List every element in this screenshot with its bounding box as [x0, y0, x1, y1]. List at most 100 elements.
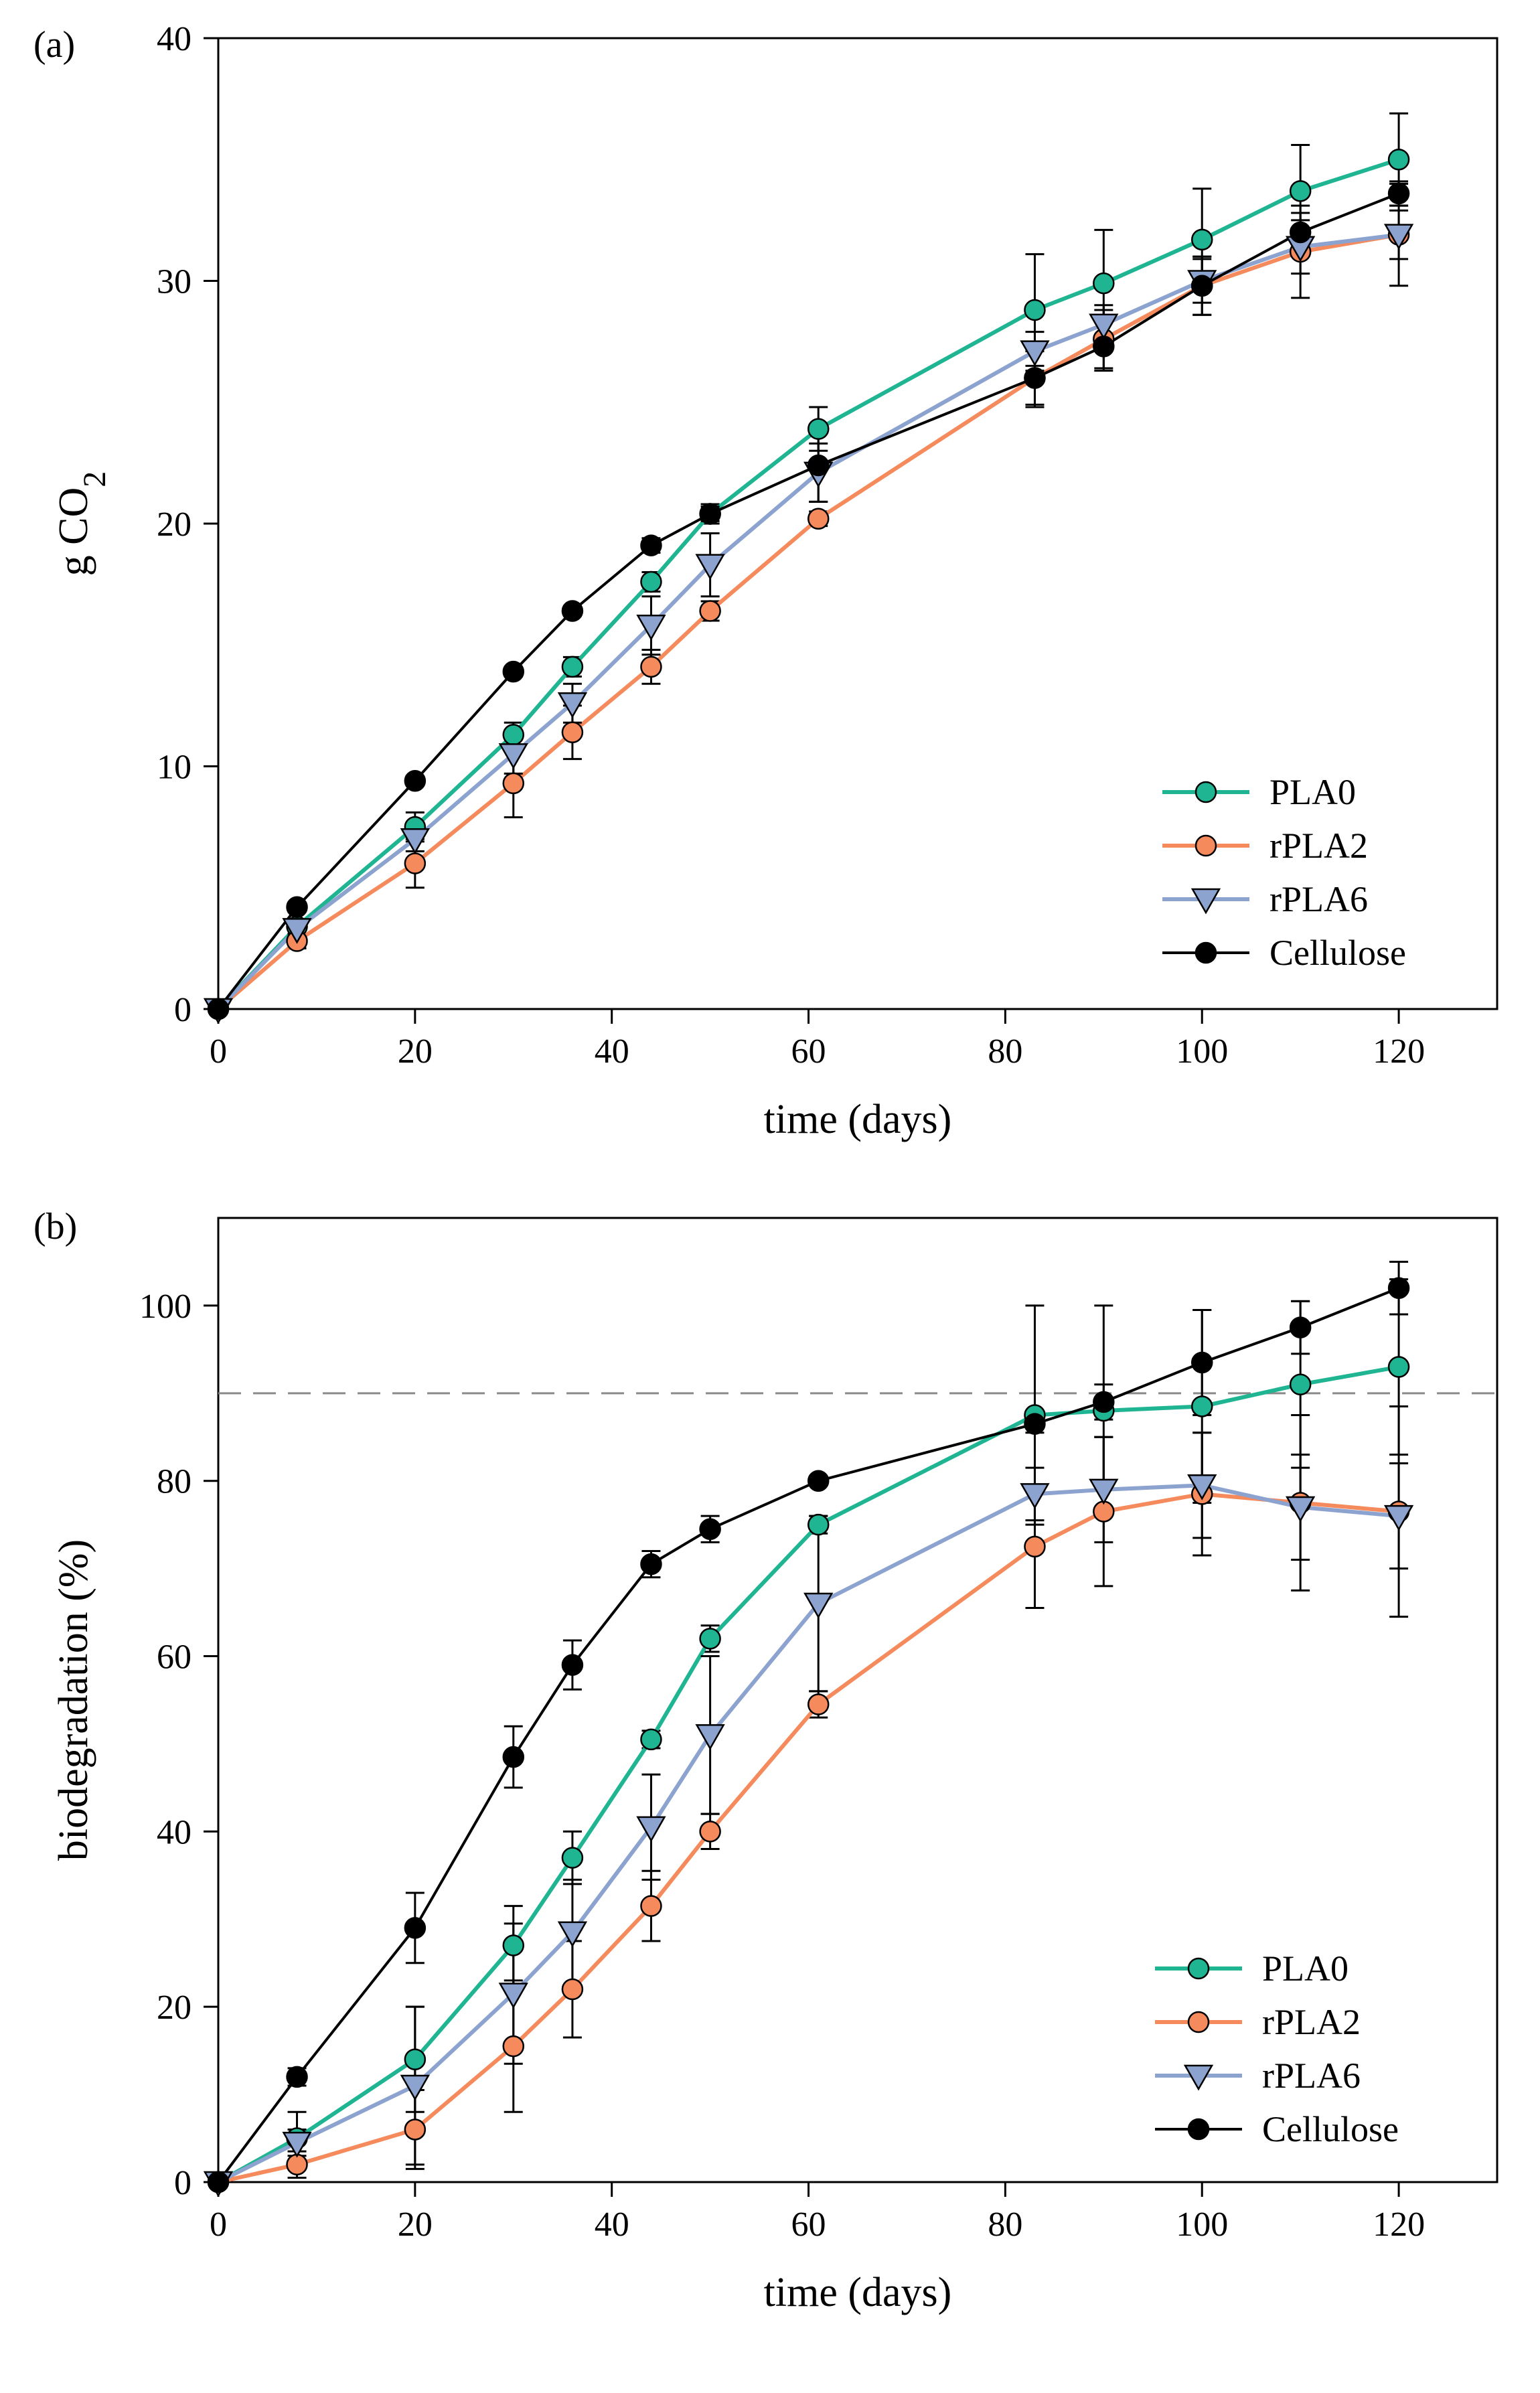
y-tick-label: 100: [139, 1288, 191, 1326]
x-axis-label: time (days): [764, 2270, 952, 2315]
panel-b: (b) 0 20 40 60 80 100 120 0 20 40 60 80 100 time (days…: [33, 1206, 1498, 2315]
legend-marker-rpla2: [1195, 834, 1217, 857]
data-point-cellulose: [404, 1917, 427, 1939]
data-point-cellulose: [807, 1470, 830, 1492]
legend-marker-rpla6: [1183, 2064, 1214, 2091]
data-point-pla0: [1024, 299, 1046, 321]
data-point-cellulose: [1024, 1413, 1046, 1435]
data-point-rpla6: [695, 554, 725, 581]
data-point-cellulose: [699, 503, 721, 525]
data-point-rpla2: [807, 1693, 830, 1715]
data-point-pla0: [807, 1513, 830, 1536]
data-point-pla0: [640, 570, 662, 593]
y-axis-label-subscript: 2: [77, 471, 112, 487]
data-point-pla0: [502, 724, 525, 746]
legend-label-rpla6: rPLA6: [1269, 879, 1368, 919]
data-point-pla0: [561, 1847, 584, 1869]
y-tick-label: 20: [157, 506, 191, 544]
data-point-rpla6: [695, 1724, 725, 1750]
data-point-rpla6: [1383, 224, 1414, 250]
data-point-rpla6: [1020, 340, 1050, 367]
data-point-rpla6: [1285, 1496, 1316, 1523]
data-point-pla0: [1387, 1356, 1410, 1378]
data-point-cellulose: [207, 2171, 230, 2193]
data-point-rpla2: [1024, 1535, 1046, 1558]
data-point-cellulose: [1024, 367, 1046, 389]
data-point-rpla2: [699, 600, 721, 622]
data-point-rpla2: [561, 1978, 584, 2001]
data-point-cellulose: [404, 770, 427, 792]
y-tick-label: 80: [157, 1463, 191, 1501]
x-tick-label: 40: [595, 2206, 629, 2244]
data-point-rpla6: [1383, 1504, 1414, 1531]
data-point-cellulose: [1387, 1277, 1410, 1299]
y-tick-label: 40: [157, 20, 191, 58]
data-point-pla0: [1387, 149, 1410, 171]
legend-marker-cellulose: [1187, 2118, 1210, 2141]
data-point-pla0: [807, 418, 830, 440]
y-tick-label: 0: [174, 991, 191, 1029]
y-tick-label: 20: [157, 1989, 191, 2027]
data-point-cellulose: [1093, 335, 1115, 358]
data-point-rpla6: [1089, 1478, 1119, 1505]
x-tick-label: 0: [210, 2206, 227, 2244]
data-point-rpla6: [636, 1816, 666, 1843]
x-tick-label: 100: [1176, 1032, 1228, 1071]
data-point-rpla2: [561, 721, 584, 743]
data-point-rpla6: [557, 1921, 588, 1948]
legend-marker-rpla2: [1187, 2011, 1210, 2033]
data-point-rpla2: [404, 852, 427, 874]
legend-label-rpla2: rPLA2: [1269, 826, 1368, 866]
data-point-pla0: [1093, 272, 1115, 295]
x-tick-label: 60: [791, 2206, 826, 2244]
data-point-rpla6: [498, 1983, 528, 2009]
data-point-pla0: [502, 1934, 525, 1956]
x-tick-label: 100: [1176, 2206, 1228, 2244]
data-point-pla0: [1289, 1373, 1312, 1395]
data-point-cellulose: [502, 660, 525, 683]
data-point-cellulose: [1190, 1351, 1213, 1374]
data-point-cellulose: [1289, 221, 1312, 244]
x-tick-label: 80: [988, 2206, 1022, 2244]
data-point-pla0: [1190, 1395, 1213, 1417]
data-point-cellulose: [640, 534, 662, 556]
data-point-cellulose: [502, 1746, 525, 1768]
y-tick-label: 60: [157, 1638, 191, 1677]
data-point-pla0: [1190, 228, 1213, 251]
x-tick-label: 40: [595, 1032, 629, 1071]
data-point-cellulose: [1387, 182, 1410, 205]
legend-label-pla0: PLA0: [1269, 772, 1356, 812]
data-point-pla0: [1289, 180, 1312, 202]
data-point-rpla6: [803, 1592, 834, 1619]
data-point-rpla2: [404, 2118, 427, 2141]
legend-label-rpla6: rPLA6: [1262, 2056, 1361, 2096]
legend-marker-pla0: [1187, 1957, 1210, 1980]
data-point-rpla6: [282, 2131, 312, 2158]
x-tick-label: 120: [1373, 2206, 1425, 2244]
panel-label: (a): [33, 24, 75, 66]
plot-frame: [217, 1217, 1498, 2183]
data-point-rpla6: [636, 615, 666, 641]
data-point-rpla2: [502, 772, 525, 795]
data-point-cellulose: [807, 454, 830, 477]
data-point-pla0: [640, 1728, 662, 1751]
legend-label-cellulose: Cellulose: [1269, 933, 1406, 973]
y-axis-label: biodegradation (%): [51, 1539, 96, 1861]
legend-label-rpla2: rPLA2: [1262, 2002, 1361, 2042]
y-tick-label: 30: [157, 263, 191, 301]
x-tick-label: 60: [791, 1032, 826, 1071]
data-point-rpla6: [1020, 1483, 1050, 1509]
data-point-rpla2: [502, 2035, 525, 2058]
legend-label-pla0: PLA0: [1262, 1948, 1349, 1989]
panel-label: (b): [33, 1206, 77, 1247]
data-point-cellulose: [286, 2066, 308, 2088]
y-tick-label: 10: [157, 749, 191, 787]
data-point-cellulose: [640, 1553, 662, 1575]
x-tick-label: 20: [398, 1032, 433, 1071]
data-point-rpla2: [807, 508, 830, 530]
data-point-cellulose: [699, 1518, 721, 1540]
data-point-pla0: [699, 1628, 721, 1650]
legend-marker-pla0: [1195, 781, 1217, 803]
data-point-cellulose: [1190, 275, 1213, 297]
